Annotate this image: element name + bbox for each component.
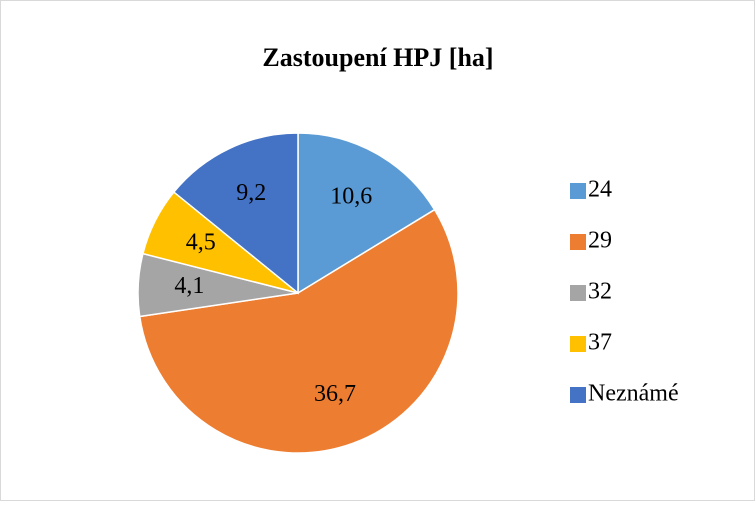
data-label: 4,1 bbox=[174, 273, 204, 299]
legend-label: 32 bbox=[588, 279, 612, 305]
legend-swatch bbox=[570, 183, 586, 199]
pie-slice bbox=[172, 132, 299, 295]
legend-label: 24 bbox=[588, 177, 612, 203]
legend-label: 29 bbox=[588, 228, 612, 254]
pie-slice bbox=[138, 208, 459, 454]
legend-swatch bbox=[570, 234, 586, 250]
data-label: 36,7 bbox=[314, 381, 356, 407]
chart-title: Zastoupení HPJ [ha] bbox=[262, 43, 493, 72]
data-label: 9,2 bbox=[236, 180, 266, 206]
pie-slice bbox=[297, 132, 436, 295]
legend-label: 37 bbox=[588, 330, 612, 356]
legend-swatch bbox=[570, 336, 586, 352]
legend-swatch bbox=[570, 387, 586, 403]
data-label: 4,5 bbox=[186, 230, 216, 256]
legend-label: Neznámé bbox=[588, 381, 679, 407]
data-label: 10,6 bbox=[330, 184, 372, 210]
legend-swatch bbox=[570, 285, 586, 301]
